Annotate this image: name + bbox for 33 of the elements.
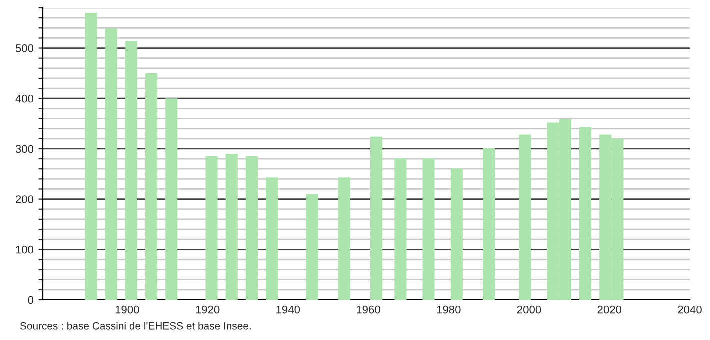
bar (266, 178, 278, 300)
y-tick-label: 100 (16, 246, 34, 254)
y-tick-label: 200 (16, 196, 34, 204)
x-tick-label: 1960 (357, 306, 380, 314)
bar (226, 154, 238, 300)
bar (246, 156, 258, 300)
bar (338, 178, 350, 300)
bar (422, 158, 435, 300)
x-tick-label: 1920 (196, 306, 220, 314)
y-tick-label: 500 (16, 44, 34, 52)
bar (125, 41, 138, 300)
bar (394, 158, 407, 300)
source-note: Sources : base Cassini de l'EHESS et base Insee. (20, 322, 251, 330)
bar (306, 194, 318, 300)
y-tick-label: 300 (16, 145, 34, 154)
y-tick-label: 0 (28, 296, 34, 304)
bar (166, 98, 178, 300)
bar (206, 156, 218, 300)
x-tick-label: 2020 (598, 306, 622, 314)
bar (370, 136, 383, 300)
bar (105, 28, 118, 300)
x-tick-label: 1900 (116, 306, 140, 314)
x-tick-label: 1980 (437, 306, 461, 314)
bar (145, 73, 158, 300)
bar (85, 13, 98, 300)
y-tick-label: 400 (16, 94, 34, 103)
bar (579, 127, 592, 300)
bar (483, 148, 496, 300)
x-tick-label: 2000 (517, 306, 542, 314)
bar (519, 134, 532, 300)
x-tick-label: 2040 (678, 306, 702, 314)
bar (450, 168, 463, 300)
x-tick-label: 1940 (276, 306, 300, 314)
